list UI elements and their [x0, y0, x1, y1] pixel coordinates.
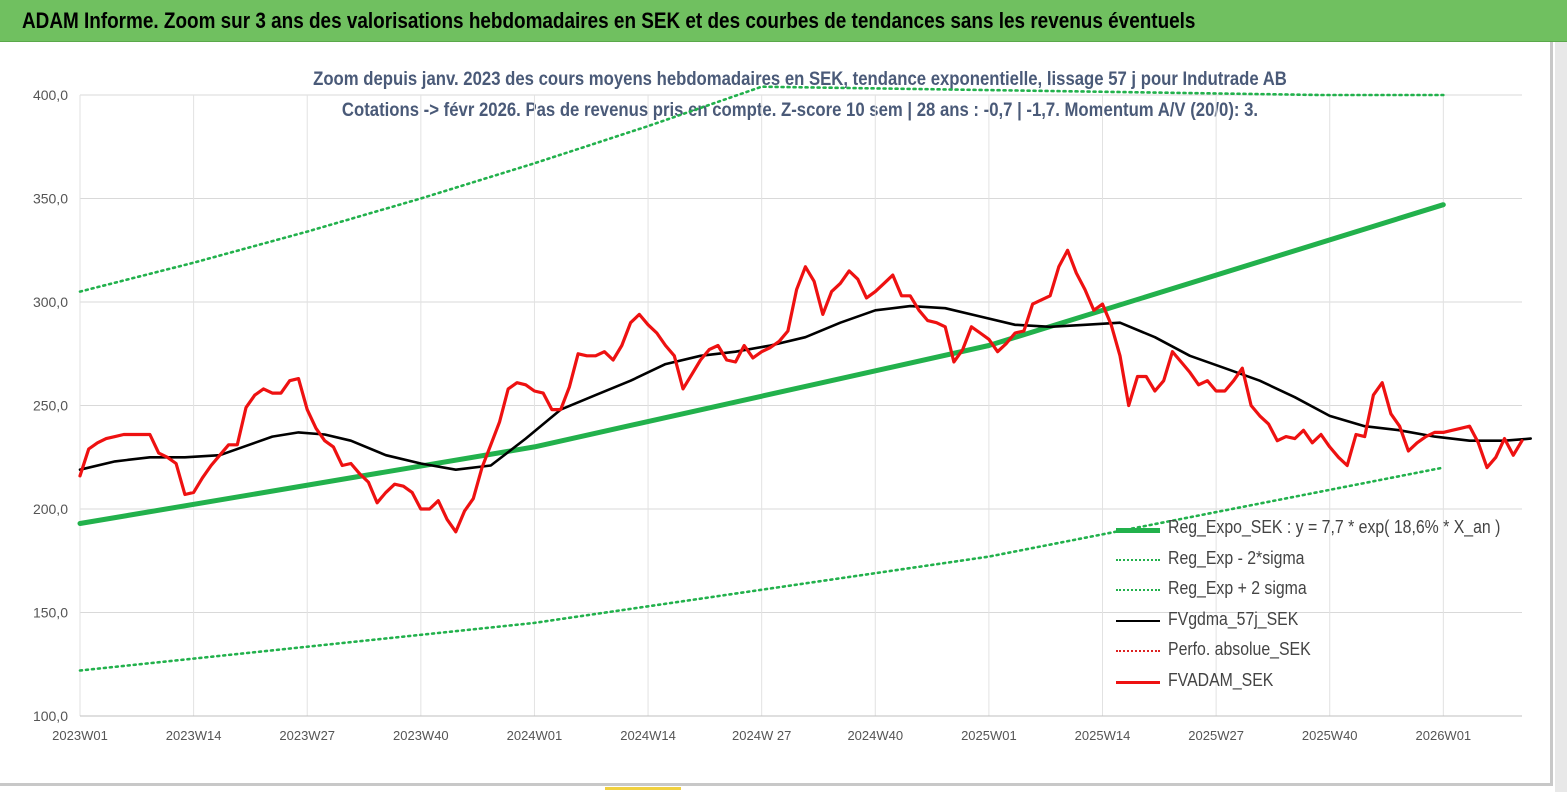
- report-banner: ADAM Informe. Zoom sur 3 ans des valoris…: [0, 0, 1567, 42]
- y-tick-label: 300,0: [33, 294, 68, 310]
- series-line-1: [78, 466, 1445, 672]
- y-tick-label: 250,0: [33, 398, 68, 414]
- report-title: ADAM Informe. Zoom sur 3 ans des valoris…: [22, 8, 1196, 33]
- y-axis-ticks: 400,0 350,0 300,0 250,0 200,0 150,0 100,0: [33, 87, 68, 724]
- legend-item: Reg_Expo_SEK : y = 7,7 * exp( 18,6% * X_…: [1116, 514, 1536, 545]
- x-tick-label: 2023W01: [52, 728, 108, 743]
- x-tick-label: 2024W14: [620, 728, 676, 743]
- x-tick-label: 2024W 27: [732, 728, 791, 743]
- legend-swatch: [1116, 589, 1160, 591]
- scroll-mark: [605, 787, 681, 790]
- series-line-5: [78, 248, 1524, 534]
- y-tick-label: 150,0: [33, 605, 68, 621]
- legend-swatch: [1116, 558, 1160, 561]
- series-line-2: [78, 85, 1445, 293]
- legend-label: FVgdma_57j_SEK: [1168, 608, 1299, 629]
- x-tick-label: 2023W27: [279, 728, 335, 743]
- y-tick-label: 400,0: [33, 87, 68, 103]
- x-tick-label: 2023W40: [393, 728, 449, 743]
- chart-title: Zoom depuis janv. 2023 des cours moyens …: [80, 64, 1520, 126]
- x-tick-label: 2024W01: [507, 728, 563, 743]
- legend-swatch: [1116, 680, 1160, 684]
- x-tick-label: 2026W01: [1416, 728, 1472, 743]
- x-tick-label: 2025W27: [1188, 728, 1244, 743]
- legend-swatch: [1116, 619, 1160, 622]
- legend-label: Reg_Exp - 2*sigma: [1168, 547, 1305, 568]
- x-tick-label: 2025W14: [1075, 728, 1131, 743]
- legend-swatch: [1116, 650, 1160, 652]
- legend-item: FVADAM_SEK: [1116, 667, 1536, 698]
- x-tick-label: 2025W01: [961, 728, 1017, 743]
- series-lines: [77, 85, 1532, 672]
- legend-label: Reg_Expo_SEK : y = 7,7 * exp( 18,6% * X_…: [1168, 517, 1501, 537]
- chart-title-line-2: Cotations -> févr 2026. Pas de revenus p…: [341, 100, 1259, 121]
- frame-edge: [1555, 42, 1567, 792]
- chart-title-line-1: Zoom depuis janv. 2023 des cours moyens …: [313, 69, 1287, 90]
- legend-item: Reg_Exp - 2*sigma: [1116, 545, 1536, 576]
- x-tick-label: 2025W40: [1302, 728, 1358, 743]
- legend-item: Perfo. absolue_SEK: [1116, 636, 1536, 667]
- series-line-0: [77, 202, 1446, 526]
- series-line-3: [78, 304, 1532, 471]
- x-tick-label: 2024W40: [847, 728, 903, 743]
- y-tick-label: 100,0: [33, 708, 68, 724]
- legend-item: FVgdma_57j_SEK: [1116, 606, 1536, 637]
- chart-legend: Reg_Expo_SEK : y = 7,7 * exp( 18,6% * X_…: [1116, 514, 1536, 697]
- legend-swatch: [1116, 528, 1160, 533]
- y-tick-label: 350,0: [33, 191, 68, 207]
- x-tick-label: 2023W14: [166, 728, 222, 743]
- legend-label: Reg_Exp + 2 sigma: [1168, 578, 1307, 598]
- legend-item: Reg_Exp + 2 sigma: [1116, 575, 1536, 606]
- x-axis-ticks: 2023W01 2023W14 2023W27 2023W40 2024W01 2024W…: [52, 728, 1471, 743]
- legend-label: FVADAM_SEK: [1168, 669, 1274, 690]
- legend-label: Perfo. absolue_SEK: [1168, 639, 1311, 659]
- y-tick-label: 200,0: [33, 501, 68, 517]
- chart-frame: [0, 42, 1553, 786]
